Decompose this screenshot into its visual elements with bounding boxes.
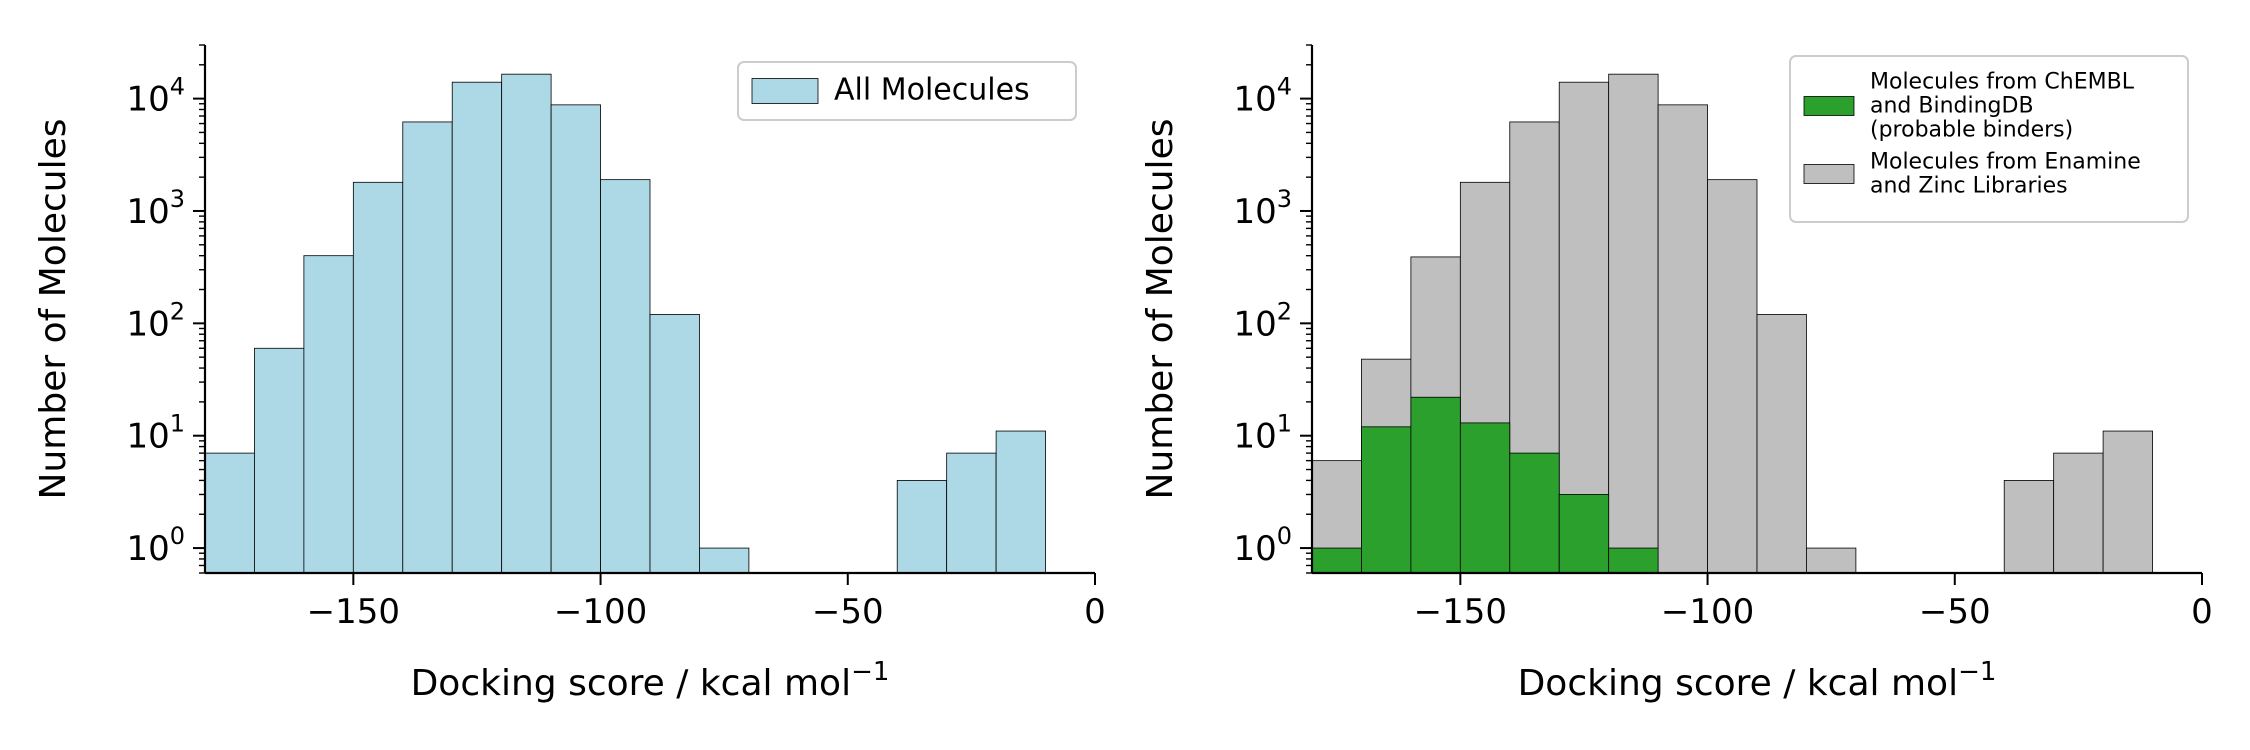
histogram-bar — [1608, 73, 1659, 574]
x-tick-label: −100 — [554, 592, 647, 632]
y-tick-label: 100 — [1233, 522, 1292, 569]
histogram-bar — [402, 121, 453, 574]
histogram-bar — [550, 104, 601, 574]
y-tick-label: 101 — [126, 410, 185, 457]
histogram-bar — [1410, 396, 1461, 574]
y-tick-label: 103 — [126, 185, 185, 232]
x-tick-label: −50 — [812, 592, 884, 632]
legend-label: All Molecules — [834, 72, 1030, 107]
histogram-bar — [600, 179, 651, 574]
histogram-bar — [352, 181, 404, 574]
histogram-bar — [649, 314, 700, 574]
y-tick-label: 101 — [1233, 410, 1292, 457]
histogram-bar — [1558, 494, 1610, 574]
histogram-bar — [2003, 480, 2055, 574]
x-tick-label: −100 — [1661, 592, 1754, 632]
legend-entry: Molecules from Enamine and Zinc Libraries — [1803, 150, 2141, 199]
histogram-bar — [946, 452, 997, 574]
histogram-bar — [254, 347, 305, 574]
histogram-bar — [1608, 547, 1659, 574]
histogram-bar — [2102, 430, 2153, 574]
histogram-bar — [1806, 547, 1857, 574]
x-tick-label: −150 — [1414, 592, 1507, 632]
histogram-bar — [995, 430, 1046, 574]
legend: All Molecules — [737, 61, 1077, 121]
legend-entry: All Molecules — [751, 72, 1030, 107]
legend-swatch — [1803, 164, 1855, 184]
left-histogram-panel: −150 −100 −50 0 100 101 102 103 104 Docking score… — [33, 44, 1106, 704]
histogram-bar — [204, 452, 255, 574]
legend-frame — [1789, 55, 2189, 223]
y-tick-label: 104 — [126, 73, 185, 120]
histogram-bar — [699, 547, 750, 574]
legend-label: Molecules from Enamine and Zinc Libraries — [1870, 150, 2141, 199]
x-axis-label: Docking score / kcal mol−1 — [1518, 657, 1997, 704]
legend-swatch — [751, 78, 819, 104]
y-tick-label: 102 — [126, 297, 185, 344]
bars — [204, 73, 1046, 574]
series-1 — [1311, 396, 1659, 574]
histogram-bar — [1756, 314, 1807, 574]
histogram-bar — [2053, 452, 2104, 574]
y-tick-label: 102 — [1233, 297, 1292, 344]
x-tick-label: 0 — [1084, 592, 1106, 632]
histogram-bar — [1707, 179, 1758, 574]
x-tick-label: −150 — [307, 592, 400, 632]
y-tick-label: 103 — [1233, 185, 1292, 232]
x-tick-label: −50 — [1919, 592, 1991, 632]
y-axis-label: Number of Molecules — [1140, 119, 1181, 500]
right-histogram-panel: −150 −100 −50 0 100 101 102 103 104 Docking score… — [1140, 44, 2213, 704]
legend-label: Molecules from ChEMBL and BindingDB (proba… — [1870, 70, 2135, 143]
histogram-bar — [1509, 452, 1560, 574]
legend-entry: Molecules from ChEMBL and BindingDB (proba… — [1803, 70, 2135, 143]
y-minor-ticks — [199, 44, 205, 574]
bars — [1311, 73, 2153, 574]
y-tick-label: 104 — [1233, 73, 1292, 120]
y-minor-ticks — [1306, 44, 1312, 574]
histogram-bar — [451, 81, 503, 574]
histogram-bar — [1311, 547, 1362, 574]
legend: Molecules from ChEMBL and BindingDB (proba… — [1789, 55, 2189, 223]
histogram-bar — [1361, 426, 1412, 574]
x-axis-label: Docking score / kcal mol−1 — [411, 657, 890, 704]
histogram-bar — [1558, 81, 1610, 574]
y-axis-label: Number of Molecules — [33, 119, 74, 500]
legend-frame — [737, 61, 1077, 121]
series-0 — [204, 73, 1046, 574]
y-tick-label: 100 — [126, 522, 185, 569]
histogram-bar — [1459, 422, 1511, 574]
histogram-bar — [501, 73, 552, 574]
histogram-bar — [1657, 104, 1708, 574]
histogram-bar — [303, 255, 354, 574]
histogram-bar — [896, 480, 948, 574]
legend-swatch — [1803, 96, 1855, 116]
x-tick-label: 0 — [2191, 592, 2213, 632]
